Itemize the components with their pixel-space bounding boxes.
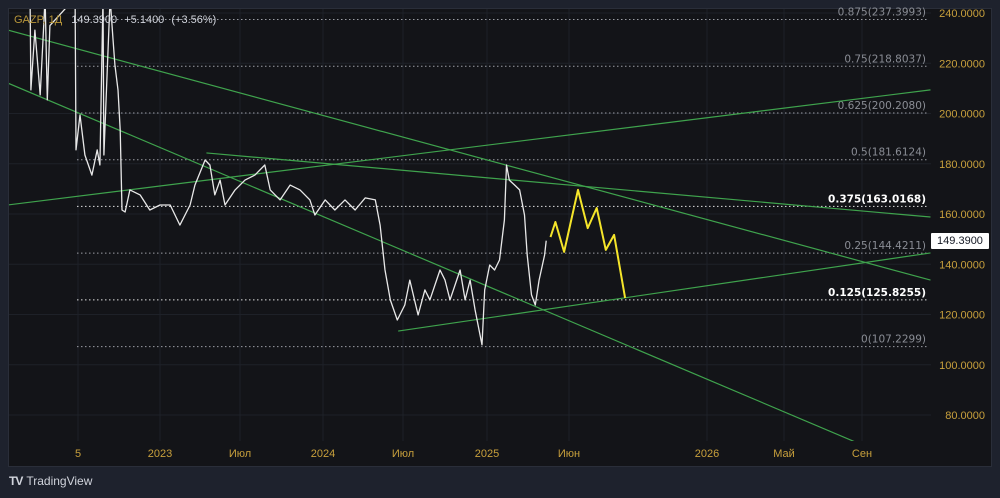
fib-level-label: 0.25(144.4211) [844,240,926,252]
y-axis-tick-label: 100.0000 [939,360,985,372]
fib-level-label: 0.75(218.8037) [844,53,926,65]
x-axis-tick-label: Май [773,448,795,460]
x-axis-tick-label: Сен [852,448,872,460]
x-axis-tick-label: Июл [392,448,414,460]
forecast-line [549,188,627,299]
x-axis-tick-label: 2024 [311,448,335,460]
y-axis-tick-label: 140.0000 [939,259,985,271]
trendline [206,152,931,218]
tradingview-logo[interactable]: TV TradingView [9,474,92,488]
y-axis-tick-label: 160.0000 [939,209,985,221]
y-axis-tick-label: 240.0000 [939,8,985,20]
fib-level-label: 0.5(181.6124) [851,147,926,159]
fib-level-label: 0.625(200.2080) [838,100,926,112]
x-axis-tick-label: 2026 [695,448,719,460]
trendline [9,89,931,206]
y-axis-tick-label: 200.0000 [939,109,985,121]
y-axis-tick-label: 180.0000 [939,159,985,171]
fib-level-label: 0.375(163.0168) [828,193,926,205]
fib-level-label: 0.875(237.3993) [838,7,926,19]
last-price: 149.3900 [71,14,118,26]
y-axis-tick-label: 220.0000 [939,58,985,70]
symbol-label[interactable]: GAZP, 1Д [14,14,63,26]
x-axis-tick-label: 2025 [475,448,499,460]
brand-name: TradingView [26,474,93,488]
last-price-badge: 149.3900 [931,233,989,249]
price-line [29,9,547,346]
x-axis-tick-label: Июл [229,448,251,460]
fib-level-label: 0(107.2299) [861,334,926,346]
trendline [398,252,931,332]
trendline [9,29,931,281]
y-axis-tick-label: 80.0000 [945,410,985,422]
x-axis-tick-label: 5 [75,448,81,460]
y-axis-tick-label: 120.0000 [939,310,985,322]
price-change-percent: (+3.56%) [171,14,217,26]
tradingview-logo-icon: TV [9,474,23,488]
chart-pane[interactable] [8,8,992,467]
trendline [9,82,855,441]
symbol-legend: GAZP, 1Д 149.3900 +5.1400 (+3.56%) [14,14,220,26]
x-axis-tick-label: Июн [558,448,580,460]
price-change: +5.1400 [124,14,165,26]
x-axis-tick-label: 2023 [148,448,172,460]
fib-level-label: 0.125(125.8255) [828,287,926,299]
